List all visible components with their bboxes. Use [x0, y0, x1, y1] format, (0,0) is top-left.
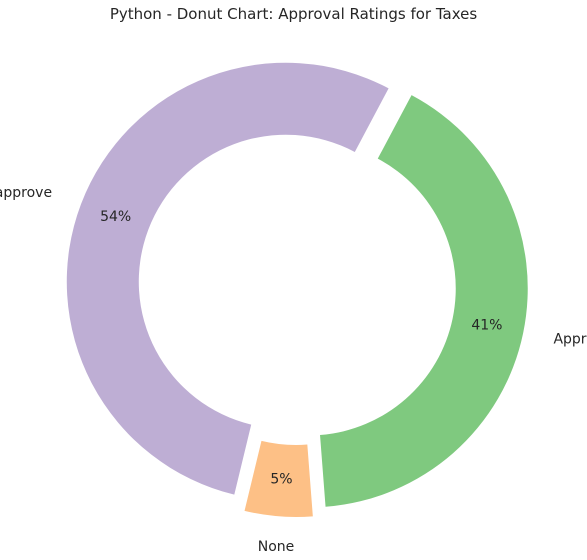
label-none: None: [258, 539, 295, 555]
pct-label-none: 5%: [270, 471, 292, 487]
chart-title: Python - Donut Chart: Approval Ratings f…: [0, 5, 587, 23]
pct-label-disapprove: 54%: [100, 209, 131, 225]
donut-slices: [67, 63, 528, 517]
label-approve: Approve: [553, 332, 587, 348]
slice-disapprove: [67, 63, 389, 495]
pct-label-approve: 41%: [471, 318, 502, 334]
label-disapprove: Disapprove: [0, 185, 52, 201]
slice-approve: [320, 95, 528, 507]
